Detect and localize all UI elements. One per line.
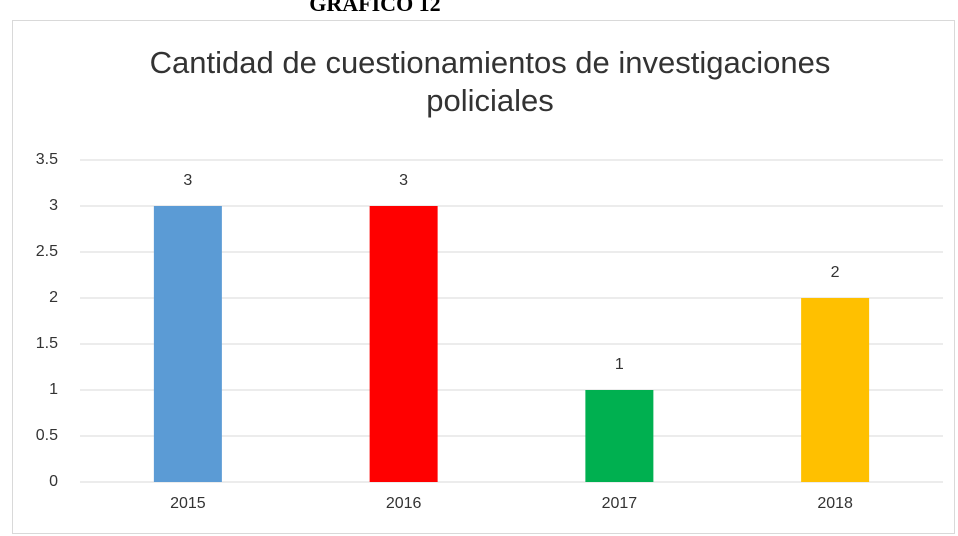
y-tick-label: 1.5	[36, 335, 58, 352]
figure-label: GRAFICO 12	[309, 0, 441, 16]
bar	[801, 298, 870, 482]
y-tick-label: 3	[49, 197, 58, 214]
bar	[369, 206, 438, 482]
x-tick-label: 2018	[817, 495, 853, 512]
chart-title: Cantidad de cuestionamientos de investig…	[149, 45, 831, 118]
y-tick-label: 0.5	[36, 427, 58, 444]
y-tick-label: 0	[49, 473, 58, 490]
y-tick-label: 1	[49, 381, 58, 398]
x-tick-label: 2016	[386, 495, 422, 512]
x-tick-label: 2017	[602, 495, 638, 512]
y-tick-label: 2.5	[36, 243, 58, 260]
bar	[585, 390, 654, 482]
data-label: 3	[183, 172, 192, 189]
bar	[153, 206, 222, 482]
data-label: 2	[831, 264, 840, 281]
data-label: 3	[399, 172, 408, 189]
y-tick-label: 3.5	[36, 151, 58, 168]
y-tick-label: 2	[49, 289, 58, 306]
x-tick-label: 2015	[170, 495, 206, 512]
data-label: 1	[615, 356, 624, 373]
